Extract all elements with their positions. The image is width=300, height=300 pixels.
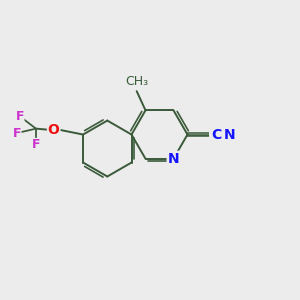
Text: N: N — [168, 152, 179, 166]
Text: F: F — [32, 138, 40, 151]
Text: F: F — [16, 110, 24, 123]
Text: F: F — [13, 127, 21, 140]
Text: C: C — [211, 128, 221, 142]
Text: N: N — [224, 128, 235, 142]
Text: CH₃: CH₃ — [125, 75, 148, 88]
Text: O: O — [48, 123, 59, 137]
